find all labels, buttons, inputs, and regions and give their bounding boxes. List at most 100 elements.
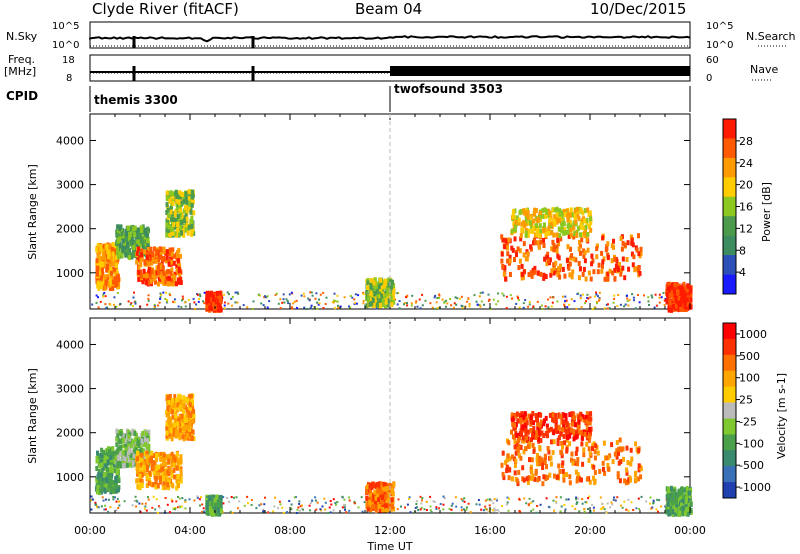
echo-cell bbox=[110, 276, 114, 281]
echo-cell bbox=[109, 478, 113, 484]
echo-cell bbox=[166, 482, 169, 488]
echo-cell bbox=[604, 247, 608, 253]
echo-cell bbox=[565, 257, 569, 263]
echo-cell bbox=[380, 284, 384, 290]
echo-cell bbox=[639, 474, 643, 480]
echo-cell bbox=[529, 244, 533, 250]
echo-cell bbox=[613, 267, 617, 273]
scatter-cell bbox=[317, 303, 320, 306]
scatter-cell bbox=[505, 307, 508, 310]
echo-cell bbox=[568, 474, 572, 480]
echo-cell bbox=[111, 242, 115, 247]
echo-cell bbox=[166, 269, 170, 275]
scatter-cell bbox=[655, 304, 658, 307]
echo-cell bbox=[629, 234, 633, 240]
echo-cell bbox=[109, 266, 113, 272]
scatter-cell bbox=[127, 300, 130, 303]
echo-cell bbox=[136, 227, 140, 233]
scatter-cell bbox=[547, 505, 550, 508]
echo-cell bbox=[171, 414, 175, 420]
echo-cell bbox=[138, 232, 142, 238]
echo-cell bbox=[111, 285, 115, 291]
echo-cell bbox=[170, 226, 174, 232]
echo-cell bbox=[176, 402, 180, 408]
echo-cell bbox=[117, 430, 121, 436]
scatter-cell bbox=[187, 298, 190, 301]
scatter-cell bbox=[442, 495, 445, 498]
scatter-cell bbox=[515, 302, 518, 305]
scatter-cell bbox=[348, 496, 350, 499]
echo-cell bbox=[623, 478, 627, 484]
scatter-cell bbox=[606, 502, 609, 505]
echo-cell bbox=[105, 274, 109, 280]
echo-cell bbox=[543, 207, 547, 213]
echo-cell bbox=[179, 478, 183, 484]
scatter-cell bbox=[164, 497, 167, 499]
scatter-cell bbox=[170, 498, 173, 501]
nave-label: Nave bbox=[750, 63, 778, 76]
scatter-cell bbox=[362, 293, 365, 296]
echo-cell bbox=[206, 500, 210, 505]
echo-cell bbox=[526, 430, 530, 436]
echo-cell bbox=[107, 452, 111, 458]
echo-cell bbox=[631, 242, 635, 248]
echo-cell bbox=[162, 249, 166, 255]
echo-cell bbox=[377, 284, 381, 290]
echo-cell bbox=[109, 256, 113, 262]
echo-cell bbox=[614, 263, 618, 269]
echo-cell bbox=[611, 270, 615, 276]
echo-cell bbox=[378, 302, 382, 308]
echo-cell bbox=[629, 477, 633, 483]
scatter-cell bbox=[101, 496, 104, 499]
echo-cell bbox=[171, 211, 175, 217]
scatter-cell bbox=[611, 503, 614, 506]
echo-cell bbox=[109, 281, 113, 287]
scatter-cell bbox=[188, 498, 191, 501]
echo-cell bbox=[595, 254, 599, 260]
scatter-cell bbox=[195, 303, 198, 306]
scatter-cell bbox=[275, 292, 278, 295]
echo-cell bbox=[510, 228, 514, 234]
echo-cell bbox=[515, 252, 518, 258]
echo-cell bbox=[142, 461, 145, 467]
scatter-cell bbox=[165, 298, 168, 301]
echo-cell bbox=[173, 224, 177, 230]
cpid-label: CPID bbox=[6, 89, 38, 103]
echo-cell bbox=[100, 458, 104, 464]
echo-cell bbox=[373, 489, 377, 495]
echo-cell bbox=[168, 232, 172, 238]
echo-cell bbox=[141, 448, 145, 454]
y-tick-label: 1000 bbox=[56, 267, 84, 280]
echo-cell bbox=[574, 219, 578, 225]
echo-cell bbox=[107, 254, 111, 259]
echo-cell bbox=[615, 448, 619, 454]
scatter-cell bbox=[439, 503, 442, 505]
echo-cell bbox=[567, 222, 571, 228]
scatter-cell bbox=[168, 511, 171, 514]
echo-cell bbox=[552, 439, 556, 445]
scatter-cell bbox=[434, 307, 437, 310]
nsky-left-tick-bottom: 10^0 bbox=[52, 40, 79, 51]
scatter-cell bbox=[303, 295, 306, 298]
scatter-cell bbox=[581, 502, 584, 505]
echo-cell bbox=[549, 461, 553, 467]
echo-cell bbox=[116, 455, 120, 461]
echo-cell bbox=[171, 191, 175, 197]
echo-cell bbox=[106, 249, 110, 255]
echo-cell bbox=[141, 240, 145, 246]
echo-cell bbox=[367, 296, 371, 302]
echo-cell bbox=[142, 273, 146, 278]
echo-cell bbox=[170, 455, 174, 461]
echo-cell bbox=[550, 224, 554, 230]
echo-cell bbox=[554, 260, 558, 266]
echo-cell bbox=[113, 459, 117, 465]
scatter-cell bbox=[314, 297, 317, 300]
scatter-cell bbox=[293, 300, 296, 303]
echo-cell bbox=[613, 276, 617, 282]
echo-cell bbox=[514, 219, 518, 225]
echo-cell bbox=[386, 287, 390, 293]
echo-cell bbox=[389, 295, 393, 300]
echo-cell bbox=[602, 440, 606, 446]
scatter-cell bbox=[97, 506, 100, 509]
echo-cell bbox=[585, 237, 589, 243]
